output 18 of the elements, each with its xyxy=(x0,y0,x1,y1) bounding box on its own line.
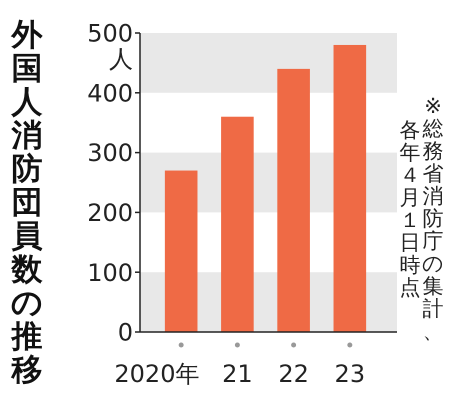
bar xyxy=(277,68,310,332)
x-tick-label: 23 xyxy=(334,360,366,388)
y-tick-label: 300 xyxy=(87,139,133,168)
y-tick-label: 0 xyxy=(118,318,133,347)
text: ※総務省消防庁の集計、 xyxy=(422,94,444,343)
x-tick-label: 22 xyxy=(278,360,309,388)
x-tick-label: 2020年 xyxy=(114,360,200,388)
y-tick-label: 200 xyxy=(87,199,133,228)
y-tick-label: 100 xyxy=(87,258,133,287)
text: 各年４月１日時点 xyxy=(400,118,420,300)
y-tick-label: 500 xyxy=(87,20,133,48)
x-tick-label: 21 xyxy=(222,360,253,388)
chart-title: 外国人消防団員数の推移 xyxy=(11,17,43,388)
y-axis-title: 人 xyxy=(109,45,133,73)
bar xyxy=(221,116,254,332)
bar xyxy=(334,44,366,332)
bar xyxy=(164,170,198,332)
y-tick-label: 400 xyxy=(87,79,133,108)
